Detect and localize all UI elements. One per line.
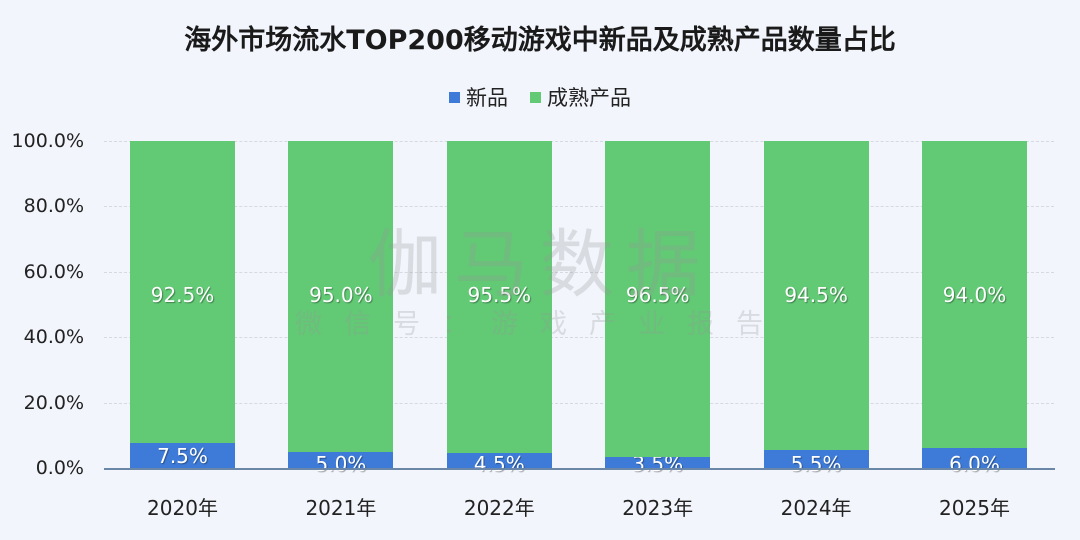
data-label: 5.5%	[790, 452, 842, 476]
legend-label: 成熟产品	[547, 86, 631, 110]
y-tick: 40.0%	[23, 326, 84, 349]
stacked-bar: 5.5% 94.5%	[763, 141, 869, 476]
bar-segment-new: 7.5%	[130, 443, 235, 468]
bar-segment-mature: 94.5%	[763, 141, 869, 451]
legend-swatch-new-icon	[449, 91, 460, 103]
stacked-bar: 7.5% 92.5%	[130, 141, 235, 468]
data-label: 94.5%	[784, 282, 848, 307]
legend-item-new-products: 新品	[449, 82, 508, 112]
bar-segment-new: 3.5%	[605, 452, 711, 476]
y-tick: 80.0%	[23, 195, 84, 218]
x-tick: 2023年	[622, 496, 694, 520]
y-tick: 0.0%	[35, 457, 84, 479]
legend-label: 新品	[466, 86, 508, 110]
data-label: 92.5%	[150, 282, 215, 307]
x-axis-line	[104, 468, 1055, 470]
gridline	[104, 402, 1054, 404]
bar-segment-mature: 96.5%	[605, 141, 711, 457]
data-label: 95.0%	[309, 282, 373, 307]
x-tick: 2022年	[463, 496, 535, 520]
stacked-bar: 5.0% 95.0%	[288, 141, 394, 476]
bar-segment-new: 5.5%	[763, 450, 869, 476]
chart-title: 海外市场流水TOP200移动游戏中新品及成熟产品数量占比	[184, 25, 896, 56]
data-label: 4.5%	[473, 452, 525, 476]
bar-segment-new: 5.0%	[288, 451, 394, 476]
bar-segment-mature: 92.5%	[130, 141, 235, 444]
bar-segment-mature: 94.0%	[922, 141, 1027, 449]
data-label: 94.0%	[942, 282, 1007, 307]
data-label: 96.5%	[625, 282, 690, 307]
x-tick: 2025年	[939, 496, 1010, 520]
bar-segment-new: 6.0%	[922, 448, 1027, 476]
data-label: 6.0%	[949, 452, 1000, 476]
data-label: 95.5%	[467, 282, 532, 307]
legend-swatch-mature-icon	[530, 91, 541, 103]
bar-segment-new: 4.5%	[446, 452, 552, 476]
bar-segment-mature: 95.5%	[446, 141, 552, 454]
legend-item-mature-products: 成熟产品	[530, 82, 631, 112]
x-tick: 2024年	[780, 496, 852, 520]
bar-segment-mature: 95.0%	[288, 141, 394, 452]
y-tick: 60.0%	[23, 260, 84, 283]
gridline	[104, 206, 1054, 208]
data-label: 5.0%	[315, 452, 367, 476]
x-tick: 2021年	[305, 496, 377, 520]
y-tick: 20.0%	[23, 391, 84, 414]
gridline	[104, 337, 1054, 339]
gridline	[104, 141, 1054, 142]
gridline	[104, 271, 1054, 273]
x-tick: 2020年	[147, 496, 218, 520]
stacked-bar: 3.5% 96.5%	[605, 141, 711, 476]
stacked-bar: 4.5% 95.5%	[446, 141, 552, 476]
stacked-bar: 6.0% 94.0%	[922, 141, 1027, 476]
legend: 新品 成熟产品	[0, 82, 1080, 112]
data-label: 7.5%	[157, 443, 208, 468]
y-tick: 100.0%	[11, 130, 84, 152]
